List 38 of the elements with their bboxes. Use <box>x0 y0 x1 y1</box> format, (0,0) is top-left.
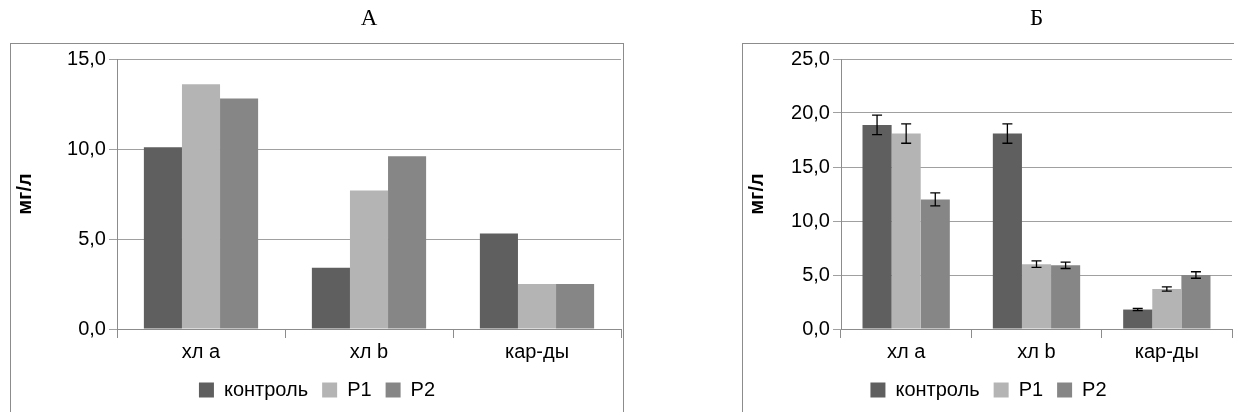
legend-label: контроль <box>223 377 309 400</box>
chart-title: А <box>360 4 378 32</box>
y-tick-label: 0,0 <box>78 316 106 339</box>
x-tick-label: кар-ды <box>1134 339 1199 362</box>
bar <box>1152 289 1182 329</box>
y-tick-label: 15,0 <box>67 46 106 69</box>
bar <box>891 133 921 329</box>
y-tick-label: 25,0 <box>791 46 830 69</box>
bar <box>181 84 221 329</box>
y-axis-title: мг/л <box>12 173 35 215</box>
legend-label: P2 <box>1082 377 1107 400</box>
legend-label: контроль <box>895 377 980 400</box>
y-tick-label: 20,0 <box>791 100 830 123</box>
x-tick-label: хл b <box>1017 339 1056 362</box>
legend-label: P2 <box>410 377 436 400</box>
y-tick-label: 0,0 <box>802 316 830 339</box>
x-tick-label: кар-ды <box>504 339 570 362</box>
x-tick-label: хл b <box>349 339 389 362</box>
bar <box>479 233 518 329</box>
bar <box>349 190 389 329</box>
y-tick-label: 5,0 <box>802 262 830 285</box>
bar <box>1123 309 1153 329</box>
x-tick-label: хл a <box>181 339 222 362</box>
bar <box>862 124 892 329</box>
y-tick-label: 5,0 <box>78 226 106 249</box>
y-tick-label: 15,0 <box>791 154 830 177</box>
bar <box>992 133 1022 329</box>
x-tick-label: хл a <box>886 339 927 362</box>
bar <box>517 284 557 329</box>
chart-title: Б <box>1029 4 1044 32</box>
y-tick-label: 10,0 <box>67 136 106 159</box>
y-axis-title: мг/л <box>744 173 767 215</box>
y-tick-label: 10,0 <box>791 208 830 231</box>
bar <box>143 147 182 329</box>
bar <box>311 267 350 329</box>
legend-label: P1 <box>347 377 372 400</box>
bar <box>1021 264 1052 329</box>
legend-label: P1 <box>1018 377 1044 400</box>
